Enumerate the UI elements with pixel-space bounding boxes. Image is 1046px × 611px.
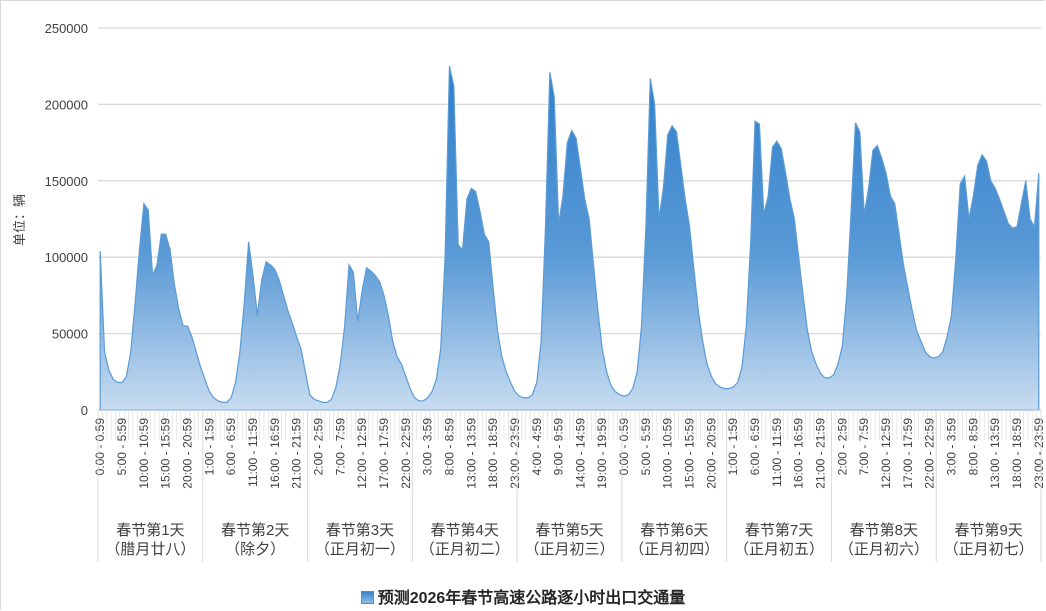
group-label: 春节第8天 (850, 521, 918, 539)
x-tick-label: 15:00 - 15:59 (159, 418, 173, 489)
group-sublabel: （正月初六） (839, 541, 929, 558)
group-label: 春节第1天 (116, 521, 184, 539)
x-tick-label: 1:00 - 1:59 (726, 418, 740, 476)
series-area (98, 66, 1041, 411)
x-tick-label: 18:00 - 18:59 (486, 418, 500, 489)
y-tick-label: 250000 (45, 21, 88, 36)
group-label: 春节第7天 (745, 521, 813, 539)
x-tick-label: 12:00 - 12:59 (355, 418, 369, 489)
x-tick-label: 3:00 - 3:59 (945, 418, 959, 476)
x-tick-label: 13:00 - 13:59 (988, 418, 1002, 489)
group-sublabel: （正月初七） (944, 541, 1034, 558)
x-tick-label: 14:00 - 14:59 (573, 418, 587, 489)
x-tick-label: 20:00 - 20:59 (704, 418, 718, 489)
x-tick-label: 23:00 - 23:59 (1032, 418, 1046, 489)
x-tick-label: 15:00 - 15:59 (683, 418, 697, 489)
group-label: 春节第3天 (326, 521, 394, 539)
y-tick-label: 100000 (45, 250, 88, 265)
x-tick-label: 7:00 - 7:59 (857, 418, 871, 476)
x-tick-label: 7:00 - 7:59 (333, 418, 347, 476)
y-axis: 0 50000 100000 150000 200000 250000 (45, 21, 88, 418)
group-label: 春节第4天 (431, 521, 499, 539)
legend-label: 预测2026年春节高速公路逐小时出口交通量 (377, 590, 686, 607)
x-tick-label: 10:00 - 10:59 (137, 418, 151, 489)
x-tick-label: 11:00 - 11:59 (770, 418, 784, 487)
x-tick-label: 6:00 - 6:59 (224, 418, 238, 476)
x-tick-label: 10:00 - 10:59 (661, 418, 675, 489)
x-tick-label: 0:00 - 0:59 (617, 418, 631, 476)
x-tick-label: 2:00 - 2:59 (835, 418, 849, 476)
x-axis: 0:00 - 0:59 5:00 - 5:59 10:00 - 10:59 15:00… (93, 410, 1046, 562)
x-tick-label: 19:00 - 19:59 (595, 418, 609, 489)
group-sublabel: （正月初四） (629, 541, 719, 558)
x-tick-label: 3:00 - 3:59 (421, 418, 435, 476)
y-tick-label: 0 (81, 403, 88, 418)
x-tick-label: 22:00 - 22:59 (923, 418, 937, 489)
group-sublabel: （腊月廿八） (105, 541, 195, 558)
area-series (99, 66, 1040, 411)
group-label: 春节第9天 (954, 521, 1022, 539)
x-tick-label: 6:00 - 6:59 (748, 418, 762, 476)
group-label: 春节第2天 (221, 521, 289, 539)
group-sublabel: （正月初一） (315, 541, 405, 558)
x-tick-label: 20:00 - 20:59 (180, 418, 194, 489)
x-tick-label: 13:00 - 13:59 (464, 418, 478, 489)
y-axis-label: 单位：辆 (12, 194, 27, 246)
x-tick-label: 1:00 - 1:59 (202, 418, 216, 476)
x-tick-label: 8:00 - 8:59 (966, 418, 980, 476)
x-tick-label: 9:00 - 9:59 (552, 418, 566, 476)
x-tick-label: 8:00 - 8:59 (442, 418, 456, 476)
x-tick-label: 12:00 - 12:59 (879, 418, 893, 489)
x-tick-label: 21:00 - 21:59 (290, 418, 304, 489)
group-sublabel: （正月初二） (420, 541, 510, 558)
group-label: 春节第5天 (535, 521, 603, 539)
group-sublabel: （除夕） (225, 541, 285, 558)
x-tick-label: 23:00 - 23:59 (508, 418, 522, 489)
y-tick-label: 150000 (45, 174, 88, 189)
x-tick-label: 21:00 - 21:59 (814, 418, 828, 489)
x-tick-label: 16:00 - 16:59 (268, 418, 282, 489)
x-tick-label: 11:00 - 11:59 (246, 418, 260, 487)
y-tick-label: 50000 (52, 327, 88, 342)
x-tick-label: 2:00 - 2:59 (311, 418, 325, 476)
group-label: 春节第6天 (640, 521, 708, 539)
x-tick-label: 5:00 - 5:59 (639, 418, 653, 476)
x-tick-label: 17:00 - 17:59 (901, 418, 915, 489)
x-tick-label: 0:00 - 0:59 (93, 418, 107, 476)
legend-swatch-icon (360, 591, 374, 604)
x-tick-label: 4:00 - 4:59 (530, 418, 544, 476)
x-tick-label: 18:00 - 18:59 (1010, 418, 1024, 489)
legend: 预测2026年春节高速公路逐小时出口交通量 (0, 584, 1046, 608)
y-tick-label: 200000 (45, 97, 88, 112)
x-tick-label: 16:00 - 16:59 (792, 418, 806, 489)
group-sublabel: （正月初五） (734, 541, 824, 558)
group-sublabel: （正月初三） (524, 541, 614, 558)
x-tick-label: 17:00 - 17:59 (377, 418, 391, 489)
x-tick-label: 5:00 - 5:59 (115, 418, 129, 476)
x-tick-label: 22:00 - 22:59 (399, 418, 413, 489)
